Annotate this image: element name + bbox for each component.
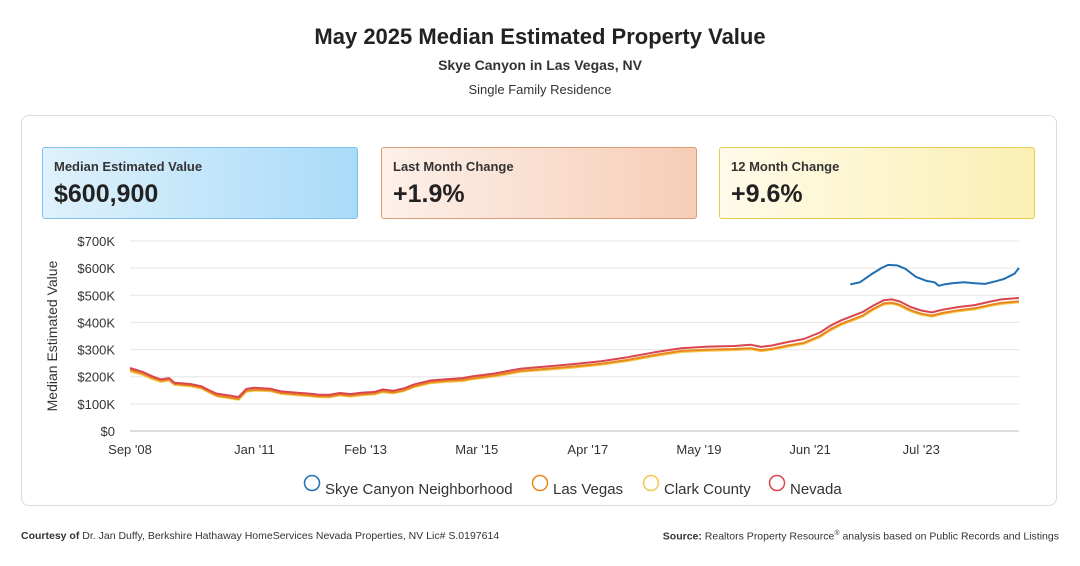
- source-text-2: analysis based on Public Records and Lis…: [839, 530, 1059, 543]
- x-tick-label: Sep '08: [108, 442, 152, 457]
- last-month-change-card: Last Month Change +1.9%: [381, 147, 697, 219]
- median-value-card: Median Estimated Value $600,900: [42, 147, 358, 219]
- x-tick-label: Jun '21: [789, 442, 831, 457]
- legend-label: Nevada: [790, 481, 842, 498]
- chart-subtitle: Skye Canyon in Las Vegas, NV: [438, 57, 642, 73]
- chart-title: May 2025 Median Estimated Property Value: [314, 24, 766, 49]
- x-tick-label: Jan '11: [234, 442, 275, 457]
- card-label: 12 Month Change: [731, 159, 840, 174]
- registered-mark: ®: [834, 530, 840, 537]
- card-value: +1.9%: [393, 180, 465, 208]
- y-tick-label: $500K: [77, 288, 115, 303]
- legend-label: Las Vegas: [553, 481, 623, 498]
- y-tick-label: $400K: [77, 315, 115, 330]
- x-tick-label: Apr '17: [567, 442, 608, 457]
- y-tick-label: $700K: [77, 234, 115, 249]
- source-label: Source:: [662, 530, 702, 543]
- legend-label: Clark County: [664, 481, 751, 498]
- courtesy-label: Courtesy of: [21, 530, 80, 542]
- series-line-skye-canyon-neighborhood: [850, 263, 1020, 287]
- card-label: Last Month Change: [393, 159, 514, 174]
- source-note: Source: Realtors Property Resource® anal…: [663, 530, 1059, 543]
- card-value: +9.6%: [731, 180, 803, 208]
- courtesy-text: Dr. Jan Duffy, Berkshire Hathaway HomeSe…: [82, 530, 500, 542]
- y-tick-label: $200K: [77, 370, 115, 385]
- y-axis-title: Median Estimated Value: [44, 260, 60, 411]
- x-tick-label: Feb '13: [344, 442, 387, 457]
- legend-marker: [531, 474, 549, 492]
- series-line-clark-county: [129, 301, 1020, 401]
- legend-marker: [303, 474, 321, 492]
- courtesy-note: Courtesy of Dr. Jan Duffy, Berkshire Hat…: [21, 530, 499, 542]
- card-value: $600,900: [54, 180, 159, 208]
- x-tick-label: Mar '15: [455, 442, 498, 457]
- y-tick-label: $600K: [77, 261, 115, 276]
- x-tick-label: May '19: [676, 442, 721, 457]
- y-tick-label: $100K: [77, 397, 115, 412]
- legend-label: Skye Canyon Neighborhood: [325, 481, 513, 498]
- x-tick-label: Jul '23: [903, 442, 940, 457]
- legend-marker: [768, 474, 786, 492]
- series-line-nevada: [129, 297, 1020, 399]
- card-label: Median Estimated Value: [54, 159, 203, 174]
- y-tick-label: $0: [101, 424, 115, 439]
- twelve-month-change-card: 12 Month Change +9.6%: [719, 147, 1035, 219]
- legend-marker: [642, 474, 660, 492]
- source-text: Realtors Property Resource: [704, 530, 835, 543]
- y-tick-label: $300K: [77, 343, 115, 358]
- series-line-las-vegas: [129, 300, 1020, 400]
- property-type: Single Family Residence: [468, 82, 612, 97]
